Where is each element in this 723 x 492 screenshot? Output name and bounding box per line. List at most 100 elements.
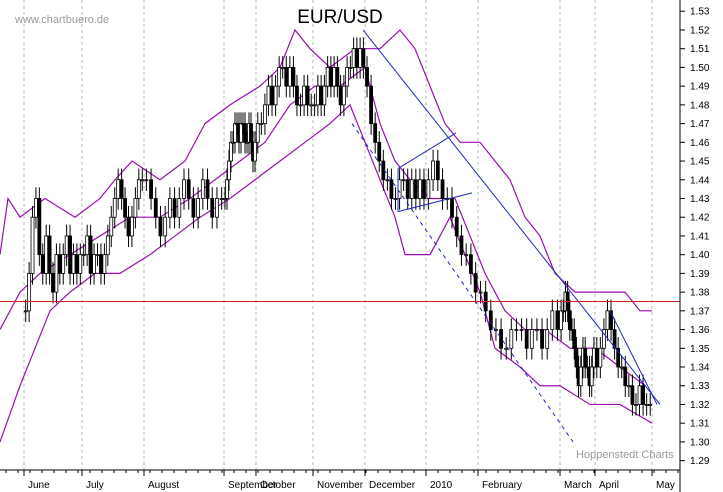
price-candle — [149, 179, 153, 199]
price-candle — [369, 85, 374, 124]
price-candle — [263, 104, 267, 124]
price-candle — [377, 141, 382, 162]
price-candle — [85, 235, 90, 256]
price-candle — [140, 179, 145, 182]
chart-title: EUR/USD — [297, 7, 383, 28]
price-candle — [305, 85, 310, 106]
price-candle — [351, 48, 356, 68]
price-candle — [30, 216, 35, 274]
price-candle — [348, 67, 353, 69]
price-candle — [426, 179, 431, 199]
price-candle — [64, 235, 69, 256]
y-tick-label: 1.40 — [690, 250, 710, 261]
price-candle — [612, 329, 617, 349]
price-candle — [473, 272, 478, 293]
price-candle — [450, 198, 454, 218]
price-candle — [309, 104, 314, 107]
price-candle — [594, 347, 599, 368]
price-candle — [550, 310, 555, 330]
price-candle — [488, 310, 493, 330]
price-candle — [78, 254, 83, 274]
y-tick-label: 1.30 — [690, 437, 710, 448]
price-candle — [328, 67, 333, 87]
credit-label: Hoppenstedt Charts — [576, 449, 674, 461]
y-tick-label: 1.42 — [690, 213, 710, 224]
x-tick-label: February — [482, 480, 522, 491]
price-candle — [555, 310, 560, 330]
price-candle — [40, 254, 45, 274]
price-candle — [95, 254, 100, 257]
price-candle — [227, 160, 231, 181]
y-tick-label: 1.47 — [690, 119, 710, 130]
x-tick-label: August — [148, 480, 179, 491]
price-candle — [182, 179, 186, 199]
price-candle — [619, 366, 624, 369]
price-candle — [648, 404, 653, 406]
price-candle — [249, 123, 253, 143]
price-candle — [119, 179, 124, 199]
price-candle — [123, 198, 127, 218]
price-candle — [215, 198, 219, 218]
price-candle — [191, 198, 196, 218]
price-candle — [535, 329, 539, 331]
y-tick-label: 1.29 — [690, 456, 710, 467]
price-candle — [81, 254, 86, 257]
price-candle — [144, 179, 149, 182]
price-candle — [354, 48, 359, 68]
price-candle — [583, 347, 588, 368]
price-candle — [112, 198, 117, 218]
price-candle — [634, 404, 638, 406]
price-bars — [23, 37, 653, 416]
price-candle — [133, 198, 138, 218]
price-candle — [626, 385, 631, 388]
price-candle — [509, 329, 514, 349]
price-candle — [358, 48, 363, 68]
y-tick-label: 1.33 — [690, 381, 710, 392]
price-candle — [291, 67, 296, 87]
price-candle — [163, 216, 168, 237]
price-candle — [92, 254, 96, 274]
price-candle — [332, 67, 337, 87]
price-candle — [109, 216, 114, 237]
price-candle — [233, 123, 237, 143]
price-candle — [361, 48, 366, 68]
y-tick-label: 1.34 — [690, 363, 710, 374]
trend-lines — [351, 29, 661, 443]
y-tick-label: 1.45 — [690, 157, 710, 168]
x-tick-label: October — [260, 480, 296, 491]
price-candle — [365, 67, 369, 87]
price-candle — [295, 85, 299, 106]
price-candle — [389, 179, 394, 199]
price-candle — [559, 310, 563, 330]
price-candle — [253, 141, 257, 162]
price-candle — [514, 329, 519, 331]
trend-line — [362, 29, 661, 405]
y-tick-label: 1.31 — [690, 419, 710, 430]
price-candle — [229, 141, 233, 162]
price-candle — [459, 235, 464, 256]
trend-line — [397, 192, 473, 213]
price-candle — [499, 329, 503, 349]
price-candle — [405, 179, 410, 199]
price-candle — [219, 198, 224, 200]
price-candle — [74, 254, 79, 274]
price-candle — [469, 254, 473, 274]
price-candle — [338, 85, 343, 106]
price-candle — [255, 123, 260, 143]
price-candle — [200, 179, 205, 199]
site-label: www.chartbuero.de — [14, 14, 109, 26]
price-candle — [630, 385, 635, 405]
price-candle — [417, 179, 422, 199]
x-tick-label: September — [228, 480, 278, 491]
x-tick-label: March — [564, 480, 592, 491]
y-tick-label: 1.51 — [690, 44, 710, 55]
price-candle — [210, 198, 215, 218]
y-tick-label: 1.48 — [690, 100, 710, 111]
price-candle — [71, 254, 76, 274]
price-candle — [177, 198, 182, 218]
price-candle — [524, 329, 529, 349]
price-candle — [598, 347, 603, 368]
price-candle — [34, 198, 38, 218]
x-tick-label: 2010 — [430, 480, 453, 491]
